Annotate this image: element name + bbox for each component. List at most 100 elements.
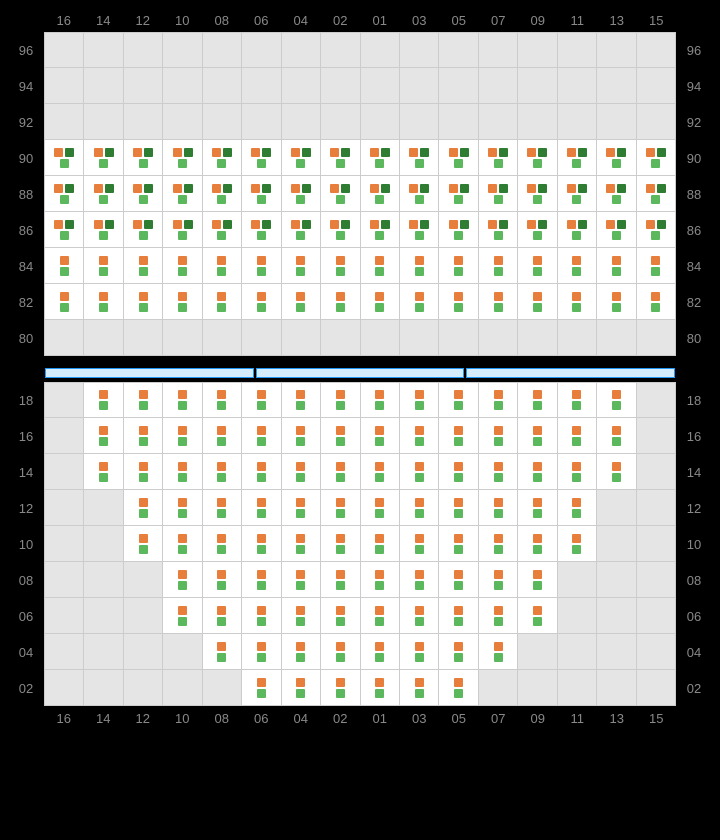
seat-cell[interactable] [84,284,123,320]
seat-cell[interactable] [44,176,84,212]
seat-cell[interactable] [163,418,202,454]
seat-cell[interactable] [400,490,439,526]
seat-cell[interactable] [124,418,163,454]
seat-cell[interactable] [163,382,202,418]
seat-cell[interactable] [400,284,439,320]
seat-cell[interactable] [282,454,321,490]
seat-cell[interactable] [400,176,439,212]
seat-cell[interactable] [282,490,321,526]
seat-cell[interactable] [203,140,242,176]
seat-cell[interactable] [400,212,439,248]
seat-cell[interactable] [558,140,597,176]
seat-cell[interactable] [163,562,202,598]
seat-cell[interactable] [242,140,281,176]
seat-cell[interactable] [400,634,439,670]
seat-cell[interactable] [242,670,281,706]
seat-cell[interactable] [439,140,478,176]
seat-cell[interactable] [479,526,518,562]
seat-cell[interactable] [84,382,123,418]
seat-cell[interactable] [203,248,242,284]
seat-cell[interactable] [361,176,400,212]
seat-cell[interactable] [321,248,360,284]
seat-cell[interactable] [518,248,557,284]
seat-cell[interactable] [242,490,281,526]
seat-cell[interactable] [400,598,439,634]
seat-cell[interactable] [124,176,163,212]
seat-cell[interactable] [558,454,597,490]
seat-cell[interactable] [400,562,439,598]
seat-cell[interactable] [84,418,123,454]
seat-cell[interactable] [479,490,518,526]
seat-cell[interactable] [124,212,163,248]
seat-cell[interactable] [321,454,360,490]
seat-cell[interactable] [361,490,400,526]
seat-cell[interactable] [637,140,676,176]
seat-cell[interactable] [558,176,597,212]
seat-cell[interactable] [439,634,478,670]
seat-cell[interactable] [518,140,557,176]
seat-cell[interactable] [558,212,597,248]
seat-cell[interactable] [558,382,597,418]
seat-cell[interactable] [518,562,557,598]
seat-cell[interactable] [84,176,123,212]
seat-cell[interactable] [637,284,676,320]
seat-cell[interactable] [242,248,281,284]
seat-cell[interactable] [282,670,321,706]
seat-cell[interactable] [361,454,400,490]
seat-cell[interactable] [400,526,439,562]
seat-cell[interactable] [361,418,400,454]
seat-cell[interactable] [518,176,557,212]
seat-cell[interactable] [321,176,360,212]
seat-cell[interactable] [124,140,163,176]
seat-cell[interactable] [242,176,281,212]
seat-cell[interactable] [597,248,636,284]
seat-cell[interactable] [361,634,400,670]
seat-cell[interactable] [124,248,163,284]
seat-cell[interactable] [203,284,242,320]
seat-cell[interactable] [439,526,478,562]
seat-cell[interactable] [361,526,400,562]
seat-cell[interactable] [203,382,242,418]
seat-cell[interactable] [597,284,636,320]
seat-cell[interactable] [282,526,321,562]
seat-cell[interactable] [321,418,360,454]
seat-cell[interactable] [321,634,360,670]
seat-cell[interactable] [163,490,202,526]
seat-cell[interactable] [321,562,360,598]
seat-cell[interactable] [163,454,202,490]
seat-cell[interactable] [400,418,439,454]
seat-cell[interactable] [361,248,400,284]
seat-cell[interactable] [558,248,597,284]
seat-cell[interactable] [282,140,321,176]
seat-cell[interactable] [361,562,400,598]
seat-cell[interactable] [242,598,281,634]
seat-cell[interactable] [439,490,478,526]
seat-cell[interactable] [124,526,163,562]
seat-cell[interactable] [321,490,360,526]
seat-cell[interactable] [479,284,518,320]
seat-cell[interactable] [242,284,281,320]
seat-cell[interactable] [361,140,400,176]
seat-cell[interactable] [479,634,518,670]
seat-cell[interactable] [479,140,518,176]
seat-cell[interactable] [84,454,123,490]
seat-cell[interactable] [637,212,676,248]
seat-cell[interactable] [242,562,281,598]
seat-cell[interactable] [124,454,163,490]
seat-cell[interactable] [637,176,676,212]
seat-cell[interactable] [163,248,202,284]
seat-cell[interactable] [321,212,360,248]
seat-cell[interactable] [163,284,202,320]
seat-cell[interactable] [203,562,242,598]
seat-cell[interactable] [439,562,478,598]
seat-cell[interactable] [558,418,597,454]
seat-cell[interactable] [518,490,557,526]
seat-cell[interactable] [400,454,439,490]
seat-cell[interactable] [242,418,281,454]
seat-cell[interactable] [321,526,360,562]
seat-cell[interactable] [44,248,84,284]
seat-cell[interactable] [163,176,202,212]
seat-cell[interactable] [518,284,557,320]
seat-cell[interactable] [124,284,163,320]
seat-cell[interactable] [597,418,636,454]
